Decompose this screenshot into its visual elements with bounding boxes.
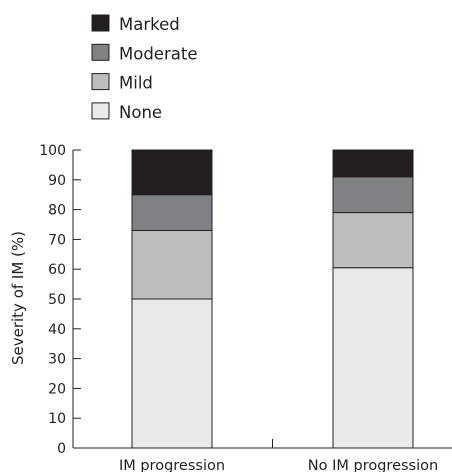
bar-im-progression-none — [131, 298, 213, 449]
bar-no-im-progression-moderate — [332, 176, 414, 214]
axes: IM progression No IM progression 0 10 20 30 40… — [39, 143, 452, 472]
y-tick-label-100: 100 — [39, 143, 66, 159]
y-tick-label-80: 80 — [48, 203, 66, 219]
legend-swatch-mild — [91, 73, 110, 91]
legend-label-mild: Mild — [119, 74, 153, 93]
bar-no-im-progression-marked — [332, 149, 414, 178]
bar-no-im-progression-none — [332, 267, 414, 449]
bar-im-progression-moderate — [131, 194, 213, 231]
x-tick-label-im-progression: IM progression — [119, 458, 225, 472]
y-axis-label: Severity of IM (%) — [9, 231, 27, 365]
bars — [131, 149, 414, 449]
legend-swatch-marked — [91, 14, 110, 32]
bar-im-progression-mild — [131, 229, 213, 300]
legend-swatch-none — [91, 102, 110, 120]
y-tick-label-60: 60 — [48, 262, 66, 278]
bar-no-im-progression-mild — [332, 212, 414, 269]
legend: Marked Moderate Mild None — [91, 14, 197, 122]
y-tick-label-40: 40 — [48, 322, 66, 338]
y-tick-label-70: 70 — [48, 232, 66, 248]
legend-label-moderate: Moderate — [119, 44, 197, 63]
bar-im-progression-marked — [131, 149, 213, 196]
y-tick-label-50: 50 — [48, 292, 66, 308]
y-tick-label-30: 30 — [48, 352, 66, 368]
y-tick-label-20: 20 — [48, 381, 66, 397]
y-tick-label-0: 0 — [57, 441, 66, 457]
legend-label-none: None — [119, 103, 162, 122]
legend-label-marked: Marked — [119, 15, 180, 34]
y-tick-label-90: 90 — [48, 173, 66, 189]
y-tick-label-10: 10 — [48, 411, 66, 427]
x-tick-label-no-im-progression: No IM progression — [308, 458, 438, 472]
legend-swatch-moderate — [91, 43, 110, 61]
